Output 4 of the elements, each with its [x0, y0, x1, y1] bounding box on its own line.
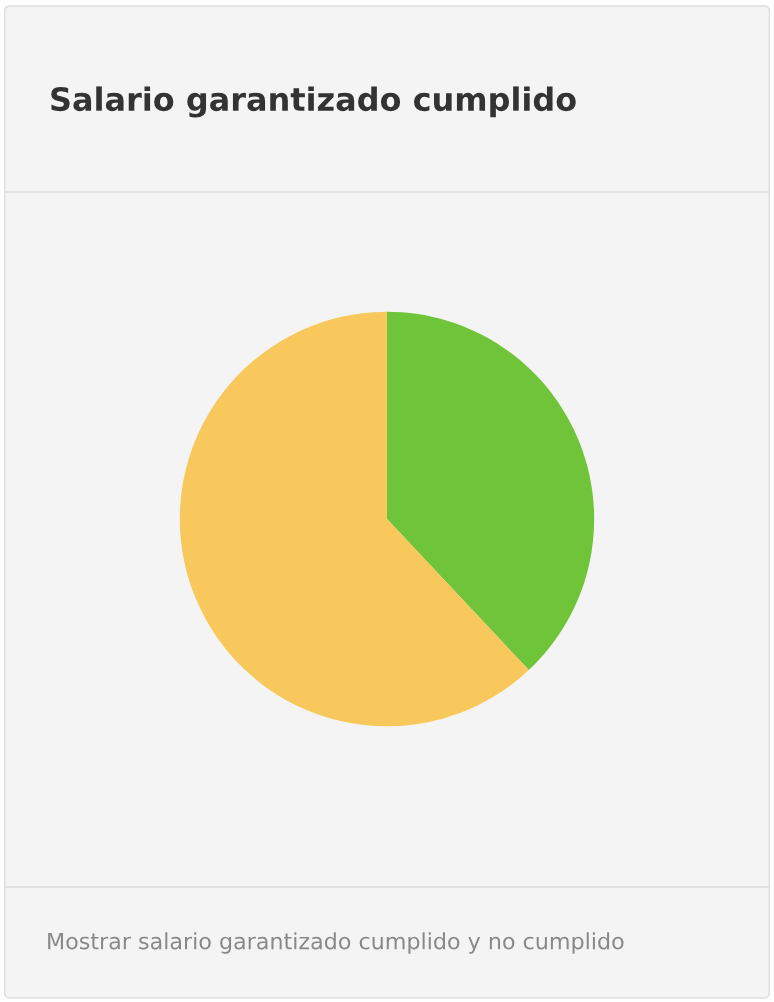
- chart-title: Salario garantizado cumplido: [51, 86, 576, 118]
- text: Mostrar salario garantizado cumplido y no cumplido: [48, 932, 624, 954]
- pie-slice: [387, 311, 595, 671]
- pie-slice: [179, 311, 529, 727]
